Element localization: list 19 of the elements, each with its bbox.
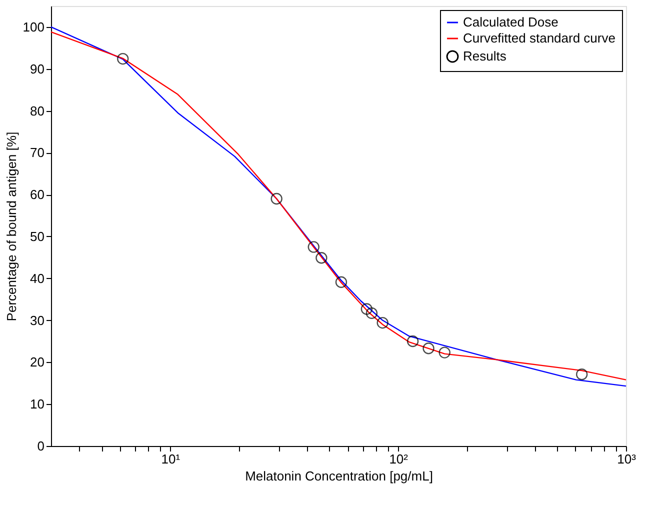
y-tick-label: 80 — [30, 103, 44, 118]
x-axis-title: Melatonin Concentration [pg/mL] — [245, 468, 433, 484]
y-tick-label: 20 — [30, 354, 44, 370]
legend-label: Calculated Dose — [463, 14, 558, 30]
y-tick-label: 50 — [30, 228, 44, 244]
legend-label: Results — [463, 48, 507, 64]
x-tick-label: 10² — [389, 452, 409, 466]
y-tick-label: 10 — [30, 396, 44, 412]
y-tick-label: 90 — [30, 61, 44, 76]
y-axis-title: Percentage of bound antigen [%] — [4, 132, 19, 322]
y-tick-label: 70 — [30, 145, 44, 160]
y-tick-label: 60 — [30, 187, 44, 202]
y-tick-label: 40 — [30, 270, 44, 286]
x-tick-label: 10¹ — [161, 452, 181, 466]
y-tick-label: 0 — [37, 438, 44, 454]
y-tick-label: 100 — [22, 19, 44, 34]
x-tick-label: 10³ — [617, 452, 637, 466]
y-tick-label: 30 — [30, 312, 44, 328]
legend-label: Curvefitted standard curve — [463, 30, 616, 46]
